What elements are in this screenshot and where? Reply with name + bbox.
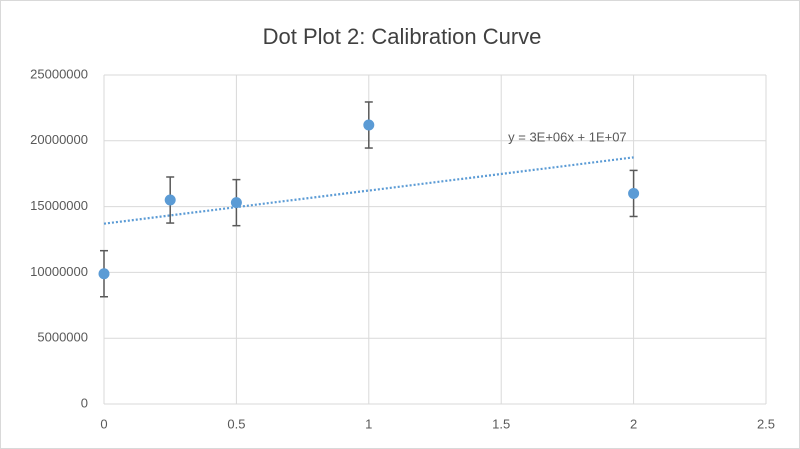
x-tick-label: 0 <box>100 416 107 431</box>
y-tick-label: 25000000 <box>30 66 88 81</box>
trendline <box>103 156 634 225</box>
chart-title: Dot Plot 2: Calibration Curve <box>263 24 542 49</box>
y-tick-label: 10000000 <box>30 264 88 279</box>
y-tick-label: 0 <box>81 395 88 410</box>
y-tick-label: 20000000 <box>30 132 88 147</box>
x-tick-label: 2 <box>630 416 637 431</box>
x-tick-label: 1.5 <box>492 416 510 431</box>
point <box>363 119 375 131</box>
y-tick-label: 5000000 <box>37 330 88 345</box>
y-tick-label: 15000000 <box>30 198 88 213</box>
point <box>98 268 110 280</box>
trendline-label: y = 3E+06x + 1E+07 <box>508 129 627 144</box>
x-tick-label: 2.5 <box>757 416 775 431</box>
point <box>628 187 640 199</box>
point <box>230 197 242 209</box>
x-tick-label: 0.5 <box>227 416 245 431</box>
x-tick-label: 1 <box>365 416 372 431</box>
point <box>164 194 176 206</box>
